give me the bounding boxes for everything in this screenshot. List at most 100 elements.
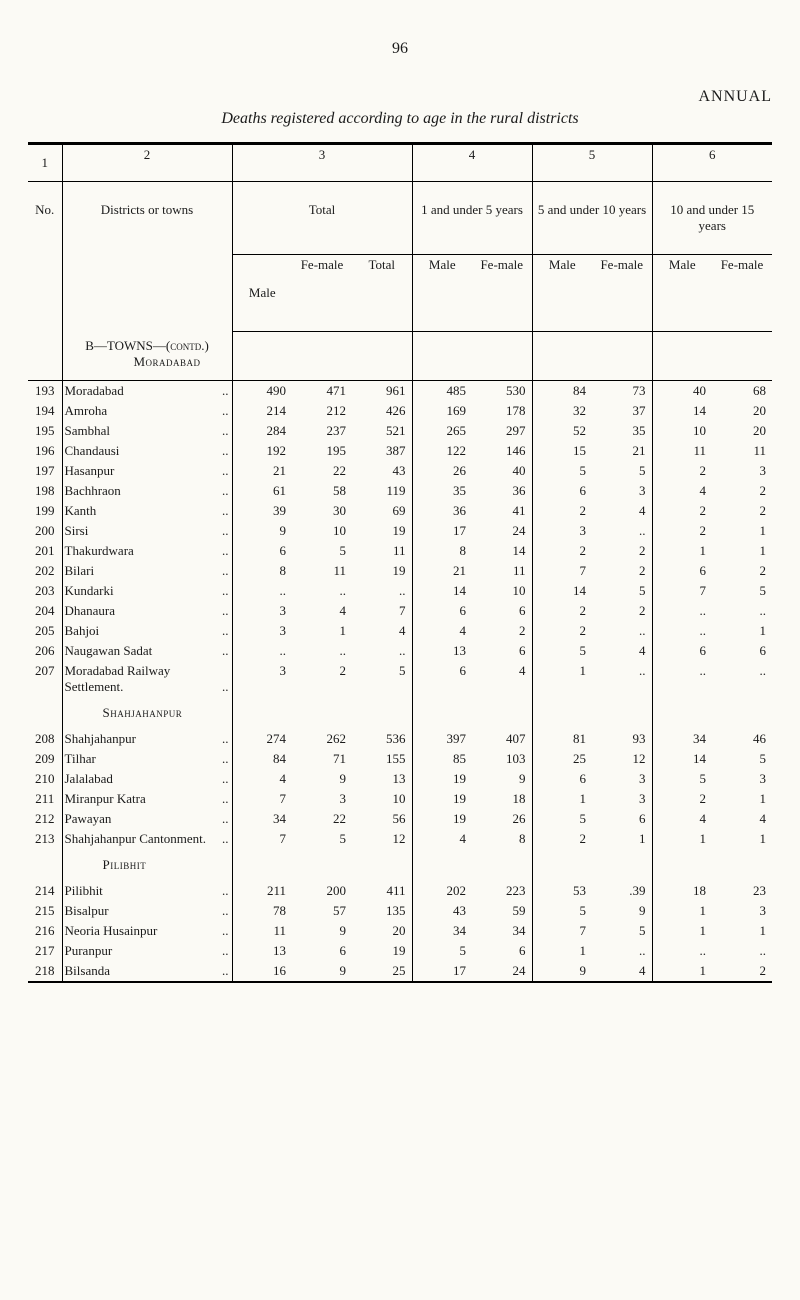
cell: 146 (472, 441, 532, 461)
row-no: 209 (28, 749, 62, 769)
cell: .. (652, 661, 712, 697)
cell: 5 (292, 829, 352, 849)
cell: 84 (532, 380, 592, 401)
cell: 387 (352, 441, 412, 461)
cell: 59 (472, 901, 532, 921)
cell: 14 (412, 581, 472, 601)
cell: .. (592, 941, 652, 961)
cell: 3 (712, 461, 772, 481)
cell: 6 (412, 661, 472, 697)
row-name: Thakurdwara .. (62, 541, 232, 561)
cell: 4 (472, 661, 532, 697)
cell: 52 (532, 421, 592, 441)
table-row: 217Puranpur ..13619561...... (28, 941, 772, 961)
row-no: 195 (28, 421, 62, 441)
cell: .. (712, 941, 772, 961)
cell: .. (592, 621, 652, 641)
cell: 5 (532, 901, 592, 921)
cell: 192 (232, 441, 292, 461)
cell: 2 (592, 541, 652, 561)
cell: 2 (712, 961, 772, 982)
table-row: 212Pawayan ..34225619265644 (28, 809, 772, 829)
cell: 1 (712, 921, 772, 941)
cell: 56 (352, 809, 412, 829)
row-name: Kanth .. (62, 501, 232, 521)
cell: 69 (352, 501, 412, 521)
row-name: Naugawan Sadat .. (62, 641, 232, 661)
cell: 7 (232, 789, 292, 809)
cell: 14 (532, 581, 592, 601)
cell: 4 (652, 809, 712, 829)
cell: 34 (232, 809, 292, 829)
table-row: 215Bisalpur ..785713543595913 (28, 901, 772, 921)
cell: 53 (532, 881, 592, 901)
cell: .. (652, 621, 712, 641)
cell: 35 (592, 421, 652, 441)
row-name: Bilsanda .. (62, 961, 232, 982)
deaths-table: 1 2 3 4 5 6 No. Districts or towns Total… (28, 142, 772, 989)
row-name: Bisalpur .. (62, 901, 232, 921)
cell: 32 (532, 401, 592, 421)
table-row: 211Miranpur Katra ..731019181321 (28, 789, 772, 809)
cell: 36 (472, 481, 532, 501)
table-row: 202Bilari ..8111921117262 (28, 561, 772, 581)
cell: 2 (652, 461, 712, 481)
cell: 26 (472, 809, 532, 829)
colnum-6: 6 (652, 144, 772, 182)
cell: 6 (532, 481, 592, 501)
header-districts: Districts or towns (62, 182, 232, 332)
cell: 265 (412, 421, 472, 441)
cell: 8 (232, 561, 292, 581)
cell: 3 (292, 789, 352, 809)
cell: 397 (412, 729, 472, 749)
cell: 2 (652, 789, 712, 809)
cell: 11 (652, 441, 712, 461)
cell: 5 (532, 641, 592, 661)
cell: 2 (532, 541, 592, 561)
sub-female-4: Fe-male (712, 255, 772, 332)
cell: 11 (232, 921, 292, 941)
cell: .. (352, 641, 412, 661)
cell: 10 (472, 581, 532, 601)
cell: 3 (712, 901, 772, 921)
cell: 11 (472, 561, 532, 581)
cell: .. (352, 581, 412, 601)
cell: 3 (232, 661, 292, 697)
row-name: Amroha .. (62, 401, 232, 421)
cell: 1 (292, 621, 352, 641)
row-no: 216 (28, 921, 62, 941)
row-name: Sambhal .. (62, 421, 232, 441)
cell: 6 (412, 601, 472, 621)
cell: 24 (472, 961, 532, 982)
cell: 1 (652, 921, 712, 941)
cell: 1 (652, 541, 712, 561)
cell: 5 (352, 661, 412, 697)
cell: 35 (412, 481, 472, 501)
cell: 1 (652, 961, 712, 982)
cell: 14 (652, 749, 712, 769)
colnum-1: 1 (28, 144, 62, 182)
section-b-title: B—TOWNS—(contd.) (85, 338, 209, 353)
row-no: 218 (28, 961, 62, 982)
cell: 16 (232, 961, 292, 982)
group-10-15: 10 and under 15 years (652, 182, 772, 255)
group-5-10: 5 and under 10 years (532, 182, 652, 255)
cell: 6 (532, 769, 592, 789)
cell: 4 (352, 621, 412, 641)
cell: 3 (232, 621, 292, 641)
cell: 5 (712, 749, 772, 769)
cell: 5 (592, 461, 652, 481)
cell: 1 (532, 661, 592, 697)
row-no: 198 (28, 481, 62, 501)
row-no: 213 (28, 829, 62, 849)
cell: 202 (412, 881, 472, 901)
cell: 40 (472, 461, 532, 481)
sub-male-2: Male (412, 255, 472, 332)
cell: 85 (412, 749, 472, 769)
cell: 6 (592, 809, 652, 829)
annual-header: ANNUAL (28, 88, 772, 106)
cell: 19 (352, 941, 412, 961)
table-row: 196Chandausi ..19219538712214615211111 (28, 441, 772, 461)
cell: 17 (412, 521, 472, 541)
cell: 19 (412, 769, 472, 789)
